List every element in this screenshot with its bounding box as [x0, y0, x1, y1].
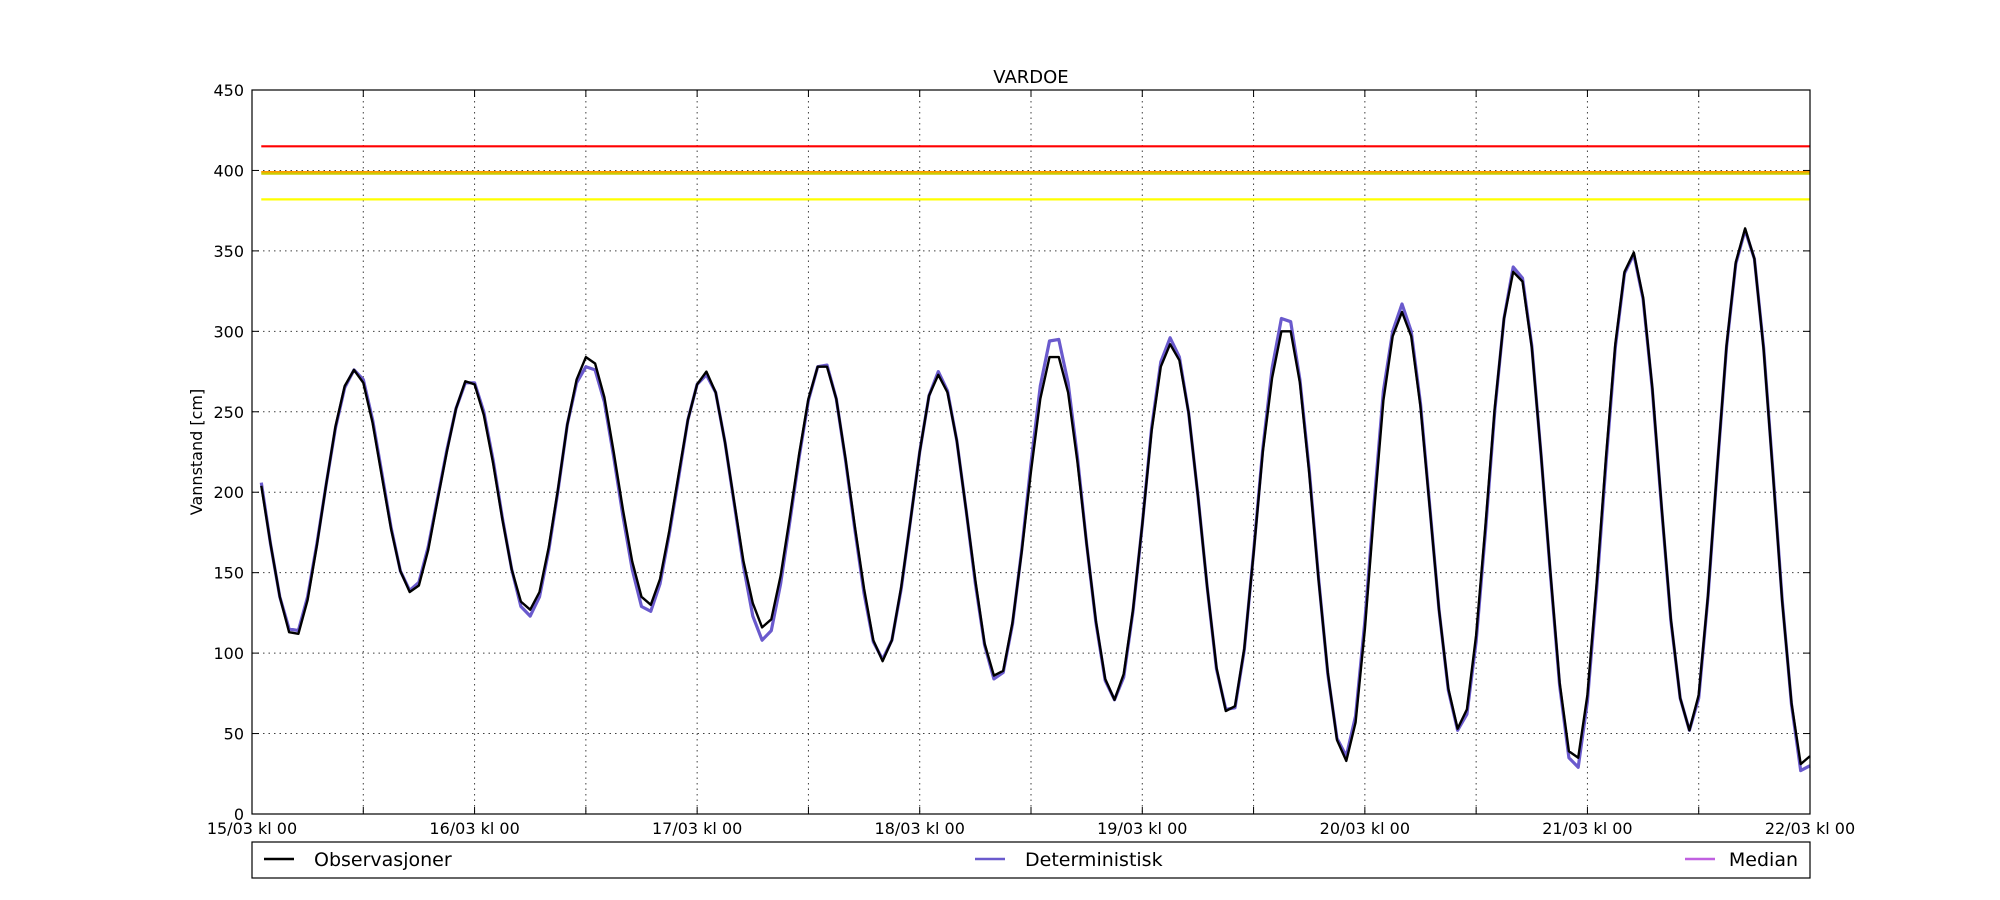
- legend: Observasjoner Deterministisk Median: [264, 849, 1798, 871]
- x-tick-label: 21/03 kl 00: [1542, 819, 1632, 838]
- y-tick-label: 250: [213, 403, 244, 422]
- x-tick-label: 15/03 kl 00: [207, 819, 297, 838]
- y-tick-label: 300: [213, 322, 244, 341]
- chart-title: VARDOE: [993, 67, 1068, 88]
- x-tick-label: 22/03 kl 00: [1765, 819, 1855, 838]
- grid: [252, 90, 1810, 814]
- y-tick-label: 350: [213, 242, 244, 261]
- legend-label: Median: [1729, 849, 1798, 871]
- y-axis-label: Vannstand [cm]: [187, 389, 206, 515]
- legend-label: Observasjoner: [314, 849, 452, 871]
- y-axis-ticks: 0 50 100 150 200 250 300 350 400 450: [213, 81, 1810, 824]
- y-tick-label: 100: [213, 644, 244, 663]
- series-line: [260, 227, 1811, 766]
- x-tick-label: 18/03 kl 00: [875, 819, 965, 838]
- x-tick-label: 19/03 kl 00: [1097, 819, 1187, 838]
- legend-label: Deterministisk: [1025, 849, 1163, 871]
- y-tick-label: 50: [224, 725, 244, 744]
- threshold-lines: [261, 145, 1810, 201]
- x-tick-label: 16/03 kl 00: [429, 819, 519, 838]
- x-tick-label: 17/03 kl 00: [652, 819, 742, 838]
- y-tick-label: 0: [234, 805, 244, 824]
- y-tick-label: 200: [213, 483, 244, 502]
- x-tick-label: 20/03 kl 00: [1320, 819, 1410, 838]
- y-tick-label: 400: [213, 161, 244, 180]
- x-axis-ticks: 15/03 kl 00 16/03 kl 00 17/03 kl 00 18/03 k…: [207, 90, 1855, 838]
- series-lines: [259, 227, 1811, 773]
- series-line: [259, 228, 1811, 773]
- y-tick-label: 450: [213, 81, 244, 100]
- legend-box: [251, 841, 1811, 879]
- y-tick-label: 150: [213, 564, 244, 583]
